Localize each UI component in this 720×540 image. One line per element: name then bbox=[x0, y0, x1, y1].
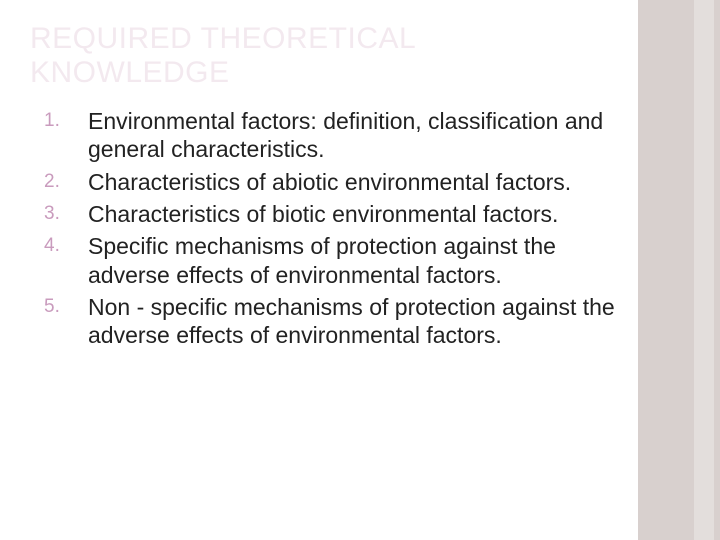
list-item: Non - specific mechanisms of protection … bbox=[88, 293, 620, 350]
slide-title: REQUIRED THEORETICAL KNOWLEDGE bbox=[30, 22, 620, 89]
slide-content: REQUIRED THEORETICAL KNOWLEDGE Environme… bbox=[30, 22, 620, 353]
list-item: Specific mechanisms of protection agains… bbox=[88, 232, 620, 289]
slide: REQUIRED THEORETICAL KNOWLEDGE Environme… bbox=[0, 0, 720, 540]
list-item: Characteristics of biotic environmental … bbox=[88, 200, 620, 228]
right-decorative-band bbox=[638, 0, 720, 540]
right-decorative-band-inner bbox=[694, 0, 714, 540]
list-item: Characteristics of abiotic environmental… bbox=[88, 168, 620, 196]
list-item: Environmental factors: definition, class… bbox=[88, 107, 620, 164]
topic-list: Environmental factors: definition, class… bbox=[30, 107, 620, 349]
